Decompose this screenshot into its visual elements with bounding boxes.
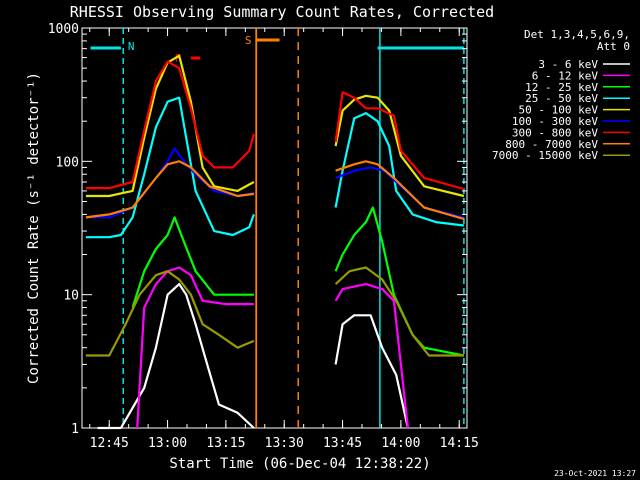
legend-label-1: 6 - 12 keV (532, 69, 599, 82)
x-tick-label-2: 13:15 (206, 436, 245, 451)
series-line-8 (85, 266, 464, 357)
series-line-0 (97, 283, 409, 430)
flag-layer: N S F (90, 28, 465, 428)
series-layer (85, 54, 465, 430)
legend-header-2: Att 0 (597, 40, 630, 53)
x-tick-label-0: 12:45 (90, 436, 129, 451)
legend-label-2: 12 - 25 keV (525, 81, 598, 94)
legend-label-5: 100 - 300 keV (512, 115, 598, 128)
legend-header-1: Det 1,3,4,5,6,9, (524, 28, 630, 41)
x-axis-label: Start Time (06-Dec-04 12:38:22) (169, 456, 430, 472)
series-line-6 (85, 60, 465, 191)
y-tick-label-0: 1 (71, 422, 79, 437)
series-line-3 (85, 96, 465, 239)
flag-label-n: N (128, 40, 135, 53)
legend-label-4: 50 - 100 keV (519, 104, 599, 117)
y-axis-label: Corrected Count Rate (s⁻¹ detector⁻¹) (26, 72, 42, 384)
legend-label-3: 25 - 50 keV (525, 92, 598, 105)
x-tick-label-1: 13:00 (148, 436, 187, 451)
y-tick-label-1: 10 (63, 289, 79, 304)
series-line-4 (85, 54, 465, 198)
legend-label-6: 300 - 800 keV (512, 126, 598, 139)
plot-frame (81, 27, 468, 429)
y-tick-label-2: 100 (56, 155, 79, 170)
flag-label-s: S (245, 34, 252, 47)
timestamp: 23-Oct-2021 13:27 (554, 469, 636, 478)
y-tick-label-3: 1000 (48, 22, 79, 37)
flag-label-f: F (175, 52, 182, 65)
legend-label-0: 3 - 6 keV (538, 58, 598, 71)
legend-label-8: 7000 - 15000 keV (492, 149, 598, 162)
x-tick-label-6: 14:15 (440, 436, 479, 451)
chart-title: RHESSI Observing Summary Count Rates, Co… (70, 3, 494, 21)
x-tick-label-3: 13:30 (265, 436, 304, 451)
axes-layer: 12:45 13:00 13:15 13:30 13:45 14:00 14:15 1 10 10… (48, 22, 479, 451)
series-line-7 (85, 160, 465, 220)
x-tick-label-4: 13:45 (323, 436, 362, 451)
x-tick-label-5: 14:00 (381, 436, 420, 451)
series-line-1 (136, 266, 409, 429)
legend-label-7: 800 - 7000 keV (505, 138, 598, 151)
